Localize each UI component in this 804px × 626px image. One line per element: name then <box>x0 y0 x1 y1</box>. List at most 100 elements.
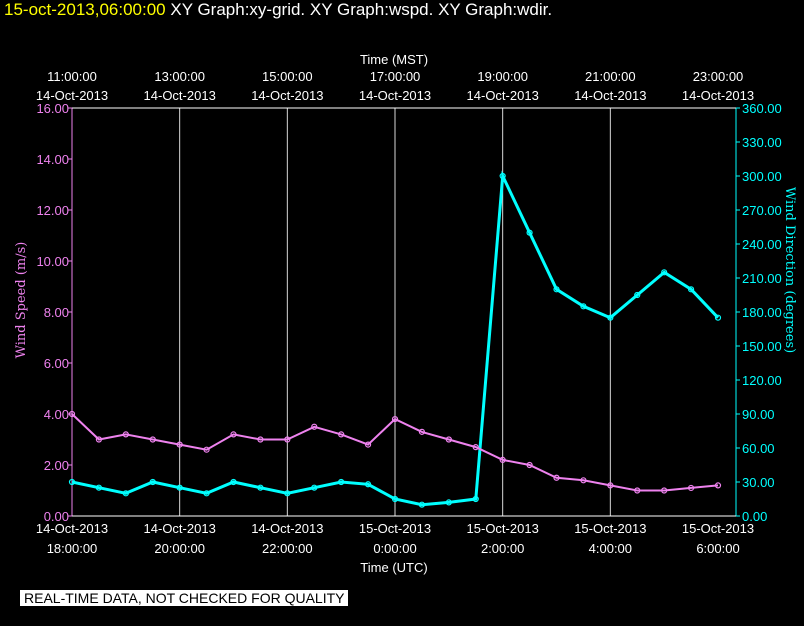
y-left-tick-label: 0.00 <box>44 509 69 524</box>
x-top-tick-date: 14-Oct-2013 <box>36 88 108 103</box>
x-bottom-axis-title: Time (UTC) <box>360 560 427 575</box>
x-bottom-tick-time: 22:00:00 <box>262 541 313 556</box>
y-right-tick-label: 240.00 <box>742 237 782 252</box>
wdir-point <box>122 490 129 497</box>
wdir-point <box>68 478 76 486</box>
wdir-line <box>71 170 720 507</box>
y-right-tick-label: 330.00 <box>742 135 782 150</box>
wdir-point <box>687 286 695 293</box>
wdir-point <box>338 478 345 486</box>
y-right-tick-label: 30.00 <box>742 475 775 490</box>
wdir-point <box>661 269 668 276</box>
x-bottom-tick-time: 18:00:00 <box>47 541 98 556</box>
wspd-point <box>445 436 452 443</box>
wdir-point <box>95 484 103 491</box>
wspd-point <box>418 428 426 435</box>
wspd-point <box>661 487 668 494</box>
y-left-tick-label: 6.00 <box>44 356 69 371</box>
x-bottom-tick-time: 20:00:00 <box>154 541 205 556</box>
y-right-tick-label: 60.00 <box>742 441 775 456</box>
wdir-point <box>364 481 372 488</box>
x-top-axis-title: Time (MST) <box>360 52 428 67</box>
x-bottom-tick-time: 2:00:00 <box>481 541 524 556</box>
wdir-point <box>230 478 237 486</box>
x-bottom-tick-date: 15-Oct-2013 <box>682 521 754 536</box>
wspd-series <box>68 410 722 494</box>
wdir-point <box>553 286 560 293</box>
wdir-point <box>284 490 291 497</box>
wspd-point <box>714 482 722 489</box>
x-top-tick-time: 13:00:00 <box>154 69 205 84</box>
y-left-tick-label: 4.00 <box>44 407 69 422</box>
header-graph-names: XY Graph:xy-grid. XY Graph:wspd. XY Grap… <box>170 0 553 19</box>
wdir-point <box>257 484 264 491</box>
y-right-tick-label: 300.00 <box>742 169 782 184</box>
wdir-point <box>391 495 399 503</box>
wspd-point <box>230 431 237 438</box>
wdir-point <box>526 229 533 236</box>
grid-lines <box>179 108 611 516</box>
quality-disclaimer: REAL-TIME DATA, NOT CHECKED FOR QUALITY <box>20 590 349 606</box>
x-bottom-tick-date: 15-Oct-2013 <box>467 521 539 536</box>
wspd-point <box>122 431 129 438</box>
y-right-tick-label: 120.00 <box>742 373 782 388</box>
y-right-tick-label: 0.00 <box>742 509 767 524</box>
x-top-tick-time: 11:00:00 <box>47 69 97 84</box>
x-bottom-tick-date: 15-Oct-2013 <box>574 521 646 536</box>
y-right-axis-title: Wind Direction (degrees) <box>782 187 797 353</box>
tick-labels: 14-Oct-2013 18:00:00 11:00:00 14-Oct-2013 14… <box>36 69 782 556</box>
x-top-tick-time: 17:00:00 <box>370 69 421 84</box>
x-bottom-tick-time: 4:00:00 <box>589 541 632 556</box>
x-bottom-tick-time: 0:00:00 <box>373 541 416 556</box>
wspd-point <box>203 446 210 453</box>
x-bottom-tick-time: 6:00:00 <box>696 541 739 556</box>
x-top-tick-time: 19:00:00 <box>477 69 528 84</box>
axes <box>68 107 740 517</box>
wspd-point <box>95 436 103 443</box>
x-top-tick-time: 21:00:00 <box>585 69 636 84</box>
x-bottom-tick-date: 15-Oct-2013 <box>359 521 431 536</box>
wdir-series <box>68 170 722 508</box>
wspd-point <box>311 423 318 430</box>
chart-header: 15-oct-2013,06:00:00 XY Graph:xy-grid. X… <box>4 0 552 20</box>
wspd-point <box>176 441 183 448</box>
wspd-point <box>499 456 506 463</box>
y-left-tick-label: 16.00 <box>36 101 69 116</box>
header-timestamp: 15-oct-2013,06:00:00 <box>4 0 166 19</box>
y-left-tick-label: 14.00 <box>36 152 69 167</box>
wspd-point <box>338 431 345 438</box>
x-bottom-tick-date: 14-Oct-2013 <box>36 521 108 536</box>
wdir-point <box>418 501 426 508</box>
wspd-point <box>364 441 372 448</box>
wdir-point <box>472 495 479 503</box>
y-left-tick-label: 10.00 <box>36 254 69 269</box>
wspd-line <box>71 413 719 492</box>
x-bottom-tick-date: 14-Oct-2013 <box>144 521 216 536</box>
wdir-point <box>634 291 641 299</box>
wdir-point <box>445 499 452 506</box>
y-right-tick-label: 150.00 <box>742 339 782 354</box>
y-right-tick-label: 90.00 <box>742 407 775 422</box>
wspd-point <box>284 436 291 443</box>
x-top-tick-date: 14-Oct-2013 <box>682 88 754 103</box>
x-top-tick-date: 14-Oct-2013 <box>251 88 323 103</box>
wspd-point <box>687 484 695 492</box>
y-right-tick-label: 270.00 <box>742 203 782 218</box>
wdir-point <box>203 490 210 497</box>
wdir-point <box>580 303 587 310</box>
wspd-point <box>257 436 264 443</box>
wdir-point <box>149 478 156 486</box>
wspd-point <box>607 482 614 489</box>
wspd-point <box>68 410 76 418</box>
wdir-point <box>714 314 722 321</box>
x-top-tick-date: 14-Oct-2013 <box>467 88 539 103</box>
y-left-tick-label: 8.00 <box>44 305 69 320</box>
wdir-point <box>311 484 318 491</box>
y-left-axis-title: Wind Speed (m/s) <box>14 242 29 359</box>
x-bottom-tick-date: 14-Oct-2013 <box>251 521 323 536</box>
y-right-tick-label: 360.00 <box>742 101 782 116</box>
wdir-point <box>176 484 183 491</box>
wspd-point <box>149 436 156 443</box>
wdir-point <box>607 314 614 321</box>
